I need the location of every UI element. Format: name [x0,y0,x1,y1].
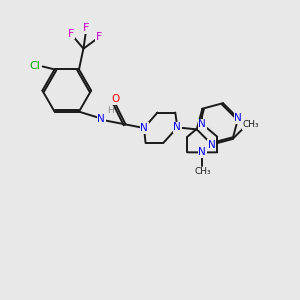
Text: CH₃: CH₃ [194,167,211,176]
Text: N: N [208,140,216,149]
Text: N: N [98,114,105,124]
Text: N: N [199,147,206,158]
Text: N: N [140,123,148,133]
Text: H: H [107,106,113,115]
Text: F: F [83,23,90,33]
Text: F: F [68,29,74,39]
Text: N: N [173,122,181,132]
Text: Cl: Cl [29,61,40,71]
Text: F: F [96,32,102,42]
Text: CH₃: CH₃ [242,120,259,129]
Text: N: N [234,113,242,123]
Text: N: N [199,119,206,129]
Text: O: O [111,94,119,104]
